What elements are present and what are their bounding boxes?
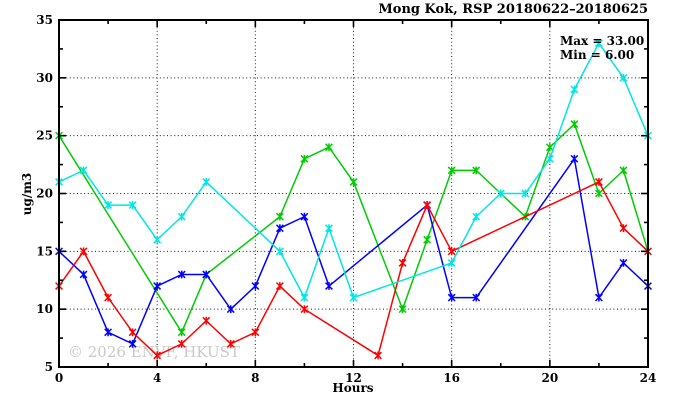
series-red-marker xyxy=(300,305,309,314)
series-red-marker xyxy=(619,224,628,233)
x-tick-label: 24 xyxy=(640,371,657,385)
series-cyan-line xyxy=(58,42,649,299)
y-tick-label: 25 xyxy=(36,129,53,143)
min-annotation: Min = 6.00 xyxy=(560,48,634,62)
series-red-marker xyxy=(177,339,186,348)
series-green-marker xyxy=(398,305,407,314)
series-blue-marker xyxy=(300,212,309,221)
series-red-marker xyxy=(423,201,432,209)
series-cyan-marker xyxy=(349,293,358,302)
x-tick-label: 4 xyxy=(153,371,161,385)
series-red-marker xyxy=(104,293,113,302)
series-cyan-marker xyxy=(202,178,211,186)
series-green-marker xyxy=(349,178,358,186)
y-axis-label: ug/m3 xyxy=(20,173,34,216)
series-red-marker xyxy=(79,247,88,256)
y-tick-label: 35 xyxy=(36,13,53,27)
series-cyan-marker xyxy=(300,293,309,302)
series-cyan-marker xyxy=(153,235,162,244)
series-red-marker xyxy=(128,328,137,337)
series-cyan-marker xyxy=(619,73,628,82)
tick-label-layer: 0 4 8 12 16 20 24 5 10 15 20 25 30 35 xyxy=(36,13,656,385)
series-green-marker xyxy=(594,189,603,198)
chart-title: Mong Kok, RSP 20180622–20180625 xyxy=(378,2,648,17)
series-blue-marker xyxy=(251,282,260,290)
y-tick-label: 30 xyxy=(36,71,53,85)
series-green-marker xyxy=(447,166,456,175)
series-red-marker xyxy=(251,328,260,337)
y-tick-label: 15 xyxy=(36,244,53,258)
max-annotation: Max = 33.00 xyxy=(560,34,644,48)
series-layer xyxy=(55,39,652,360)
series-red xyxy=(55,178,652,360)
series-blue-marker xyxy=(104,328,113,337)
series-green-marker xyxy=(300,154,309,163)
series-red-marker xyxy=(275,282,284,290)
series-blue-marker xyxy=(79,270,88,279)
series-cyan-marker xyxy=(177,212,186,221)
series-cyan-marker xyxy=(325,224,333,233)
series-cyan-marker xyxy=(79,166,88,175)
series-green-marker xyxy=(472,166,481,175)
series-blue-marker xyxy=(226,305,235,314)
plot-border xyxy=(58,19,649,368)
series-red-marker xyxy=(374,351,382,360)
series-cyan-marker xyxy=(521,189,530,198)
series-cyan-marker xyxy=(447,258,456,267)
series-green-marker xyxy=(545,143,554,152)
y-tick-label: 20 xyxy=(36,187,53,201)
series-blue-marker xyxy=(619,258,628,267)
x-tick-label: 8 xyxy=(251,371,259,385)
x-tick-label: 0 xyxy=(55,371,63,385)
y-tick-label: 5 xyxy=(45,360,53,374)
series-red-marker xyxy=(153,351,162,360)
series-blue-marker xyxy=(128,339,137,348)
series-green-line xyxy=(58,123,649,334)
series-red-line xyxy=(58,181,649,357)
series-blue-marker xyxy=(570,154,579,163)
series-red-marker xyxy=(447,247,456,256)
series-cyan-marker xyxy=(472,212,481,221)
series-green-marker xyxy=(325,143,333,152)
series-green-marker xyxy=(275,212,284,221)
series-green-marker xyxy=(570,120,579,129)
series-cyan-marker xyxy=(275,247,284,256)
grid-layer xyxy=(59,20,648,367)
series-blue-marker xyxy=(202,270,211,279)
series-red-marker xyxy=(594,178,603,186)
series-blue-marker xyxy=(447,293,456,302)
x-axis-label: Hours xyxy=(332,381,373,395)
series-green-marker xyxy=(177,328,186,337)
series-cyan-marker xyxy=(570,85,579,94)
x-tick-label: 20 xyxy=(541,371,558,385)
series-blue-marker xyxy=(153,282,162,290)
series-green-marker xyxy=(423,235,432,244)
series-cyan-marker xyxy=(496,189,505,198)
x-tick-label: 16 xyxy=(443,371,460,385)
series-blue-marker xyxy=(472,293,481,302)
series-cyan-marker xyxy=(104,201,113,209)
series-blue-marker xyxy=(177,270,186,279)
series-cyan xyxy=(55,39,652,302)
series-blue-marker xyxy=(594,293,603,302)
y-tick-label: 10 xyxy=(36,302,53,316)
series-cyan-marker xyxy=(128,201,137,209)
series-cyan-marker xyxy=(545,154,554,163)
series-blue-marker xyxy=(325,282,333,290)
series-green-marker xyxy=(619,166,628,175)
series-red-marker xyxy=(226,339,235,348)
series-cyan-marker xyxy=(594,39,603,48)
series-red-marker xyxy=(398,258,407,267)
series-blue-marker xyxy=(275,224,284,233)
series-red-marker xyxy=(202,316,211,325)
series-green xyxy=(55,120,652,337)
x-tick-label: 12 xyxy=(345,371,362,385)
